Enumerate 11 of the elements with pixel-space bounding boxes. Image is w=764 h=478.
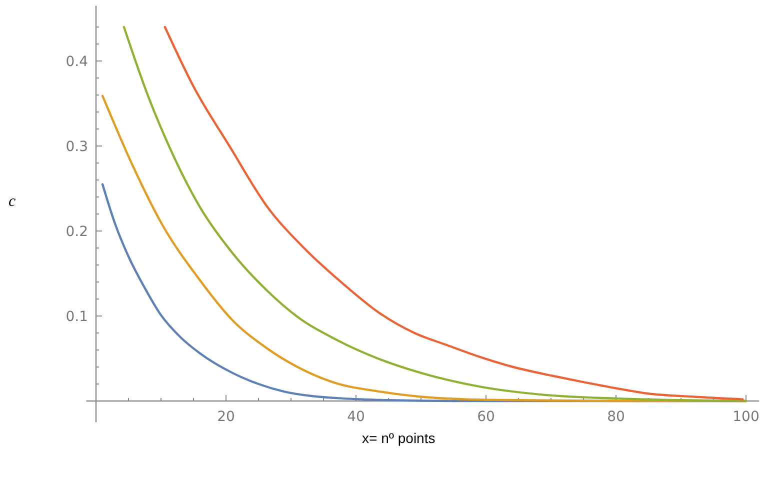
y-tick-label: 0.1 [66, 308, 88, 325]
x-tick-label: 80 [607, 409, 625, 425]
x-tick-label: 40 [347, 409, 365, 425]
y-tick-label: 0.4 [66, 54, 88, 70]
y-axis-title: c [8, 193, 16, 210]
x-tick-label: 20 [217, 409, 235, 425]
y-tick-label: 0.2 [66, 224, 88, 240]
x-axis-title: x= nº points [362, 430, 436, 446]
x-tick-label: 60 [477, 409, 495, 425]
x-tick-label: 100 [732, 409, 760, 425]
y-tick-label: 0.3 [66, 138, 88, 155]
